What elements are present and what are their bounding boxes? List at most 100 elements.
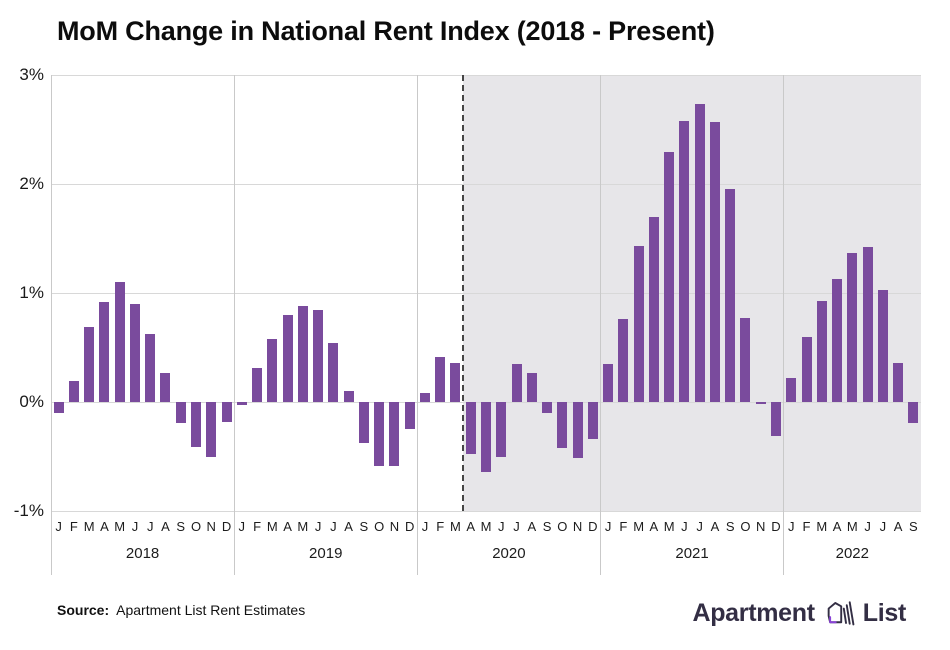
- month-label: F: [619, 519, 628, 534]
- month-label: D: [771, 519, 781, 534]
- month-label: J: [238, 519, 246, 534]
- bar: [68, 381, 79, 402]
- bar: [832, 278, 843, 402]
- year-label: 2021: [675, 545, 709, 562]
- bar: [908, 402, 919, 423]
- bar: [221, 402, 232, 422]
- bar: [236, 402, 247, 406]
- bar: [801, 336, 812, 402]
- month-label: J: [788, 519, 795, 534]
- month-label: M: [480, 519, 492, 534]
- y-axis-tick-label: -1%: [13, 501, 44, 520]
- month-label: A: [283, 519, 292, 534]
- bar: [297, 306, 308, 402]
- bar: [877, 289, 888, 402]
- month-label: M: [663, 519, 675, 534]
- month-label: A: [161, 519, 170, 534]
- bar: [481, 402, 491, 472]
- month-label: J: [498, 519, 505, 534]
- month-label: J: [421, 519, 429, 534]
- y-axis-tick-label: 2%: [19, 174, 44, 193]
- month-label: J: [131, 519, 139, 534]
- month-label: M: [450, 519, 461, 534]
- month-label: N: [756, 519, 766, 534]
- page-title: MoM Change in National Rent Index (2018 …: [57, 16, 715, 46]
- month-label: A: [649, 519, 659, 534]
- bar: [709, 121, 720, 402]
- month-label: F: [69, 519, 78, 534]
- month-label: N: [389, 519, 400, 534]
- bar: [740, 318, 751, 402]
- bar: [587, 402, 598, 440]
- year-label: 2020: [492, 545, 526, 562]
- month-label: D: [588, 519, 598, 534]
- bar: [526, 372, 537, 402]
- bar: [572, 402, 583, 458]
- bar: [53, 402, 64, 413]
- bar: [343, 391, 354, 402]
- bar: [206, 402, 217, 457]
- month-label: A: [527, 519, 537, 534]
- month-label: S: [909, 519, 918, 534]
- source-text: Apartment List Rent Estimates: [116, 602, 306, 618]
- bar: [84, 326, 95, 402]
- apartment-list-logo: Apartment List: [692, 596, 906, 630]
- bar: [465, 402, 476, 455]
- year-separator-line: [233, 75, 235, 575]
- grid-line: [51, 511, 921, 512]
- year-label: 2019: [309, 545, 343, 562]
- grid-line: [51, 293, 921, 294]
- bar: [557, 402, 568, 448]
- month-label: A: [466, 519, 476, 534]
- bar: [694, 104, 705, 402]
- year-separator-line: [50, 75, 52, 575]
- month-label: A: [344, 519, 353, 534]
- month-label: A: [100, 519, 109, 534]
- year-label: 2018: [125, 545, 160, 562]
- bar: [99, 301, 110, 402]
- month-label: J: [604, 519, 612, 534]
- bar: [282, 314, 293, 402]
- month-label: F: [253, 519, 262, 534]
- month-label: F: [802, 519, 811, 534]
- month-label: D: [404, 519, 415, 534]
- bar: [404, 402, 415, 430]
- bar: [358, 402, 369, 444]
- bar: [511, 363, 522, 402]
- month-label: J: [681, 519, 688, 534]
- source-line: Source: Apartment List Rent Estimates: [57, 602, 305, 618]
- month-label: J: [55, 519, 62, 534]
- year-separator-line: [783, 75, 785, 575]
- month-label: J: [864, 519, 871, 534]
- bar: [374, 402, 385, 467]
- bar: [542, 402, 553, 413]
- month-label: M: [633, 519, 645, 534]
- pandemic-dashed-line: [462, 75, 465, 511]
- bar: [160, 372, 171, 402]
- bar: [145, 334, 156, 402]
- month-label: O: [374, 519, 385, 534]
- month-label: M: [114, 519, 126, 534]
- bar: [252, 368, 263, 402]
- grid-line: [51, 184, 921, 185]
- bar: [603, 363, 614, 402]
- bar: [862, 247, 873, 402]
- month-label: A: [832, 519, 842, 534]
- month-label: M: [846, 519, 858, 534]
- month-label: O: [190, 519, 202, 534]
- bar: [816, 300, 827, 402]
- year-separator-line: [416, 75, 418, 575]
- house-icon: [822, 596, 856, 630]
- month-label: A: [710, 519, 720, 534]
- month-label: J: [879, 519, 887, 534]
- bar: [771, 402, 781, 436]
- month-label: O: [740, 519, 751, 534]
- month-label: S: [176, 519, 186, 534]
- source-label: Source:: [57, 602, 110, 618]
- bar: [328, 343, 339, 402]
- month-label: S: [542, 519, 552, 534]
- grid-line: [51, 75, 921, 76]
- year-separator-line: [599, 75, 601, 575]
- month-label: J: [330, 519, 337, 534]
